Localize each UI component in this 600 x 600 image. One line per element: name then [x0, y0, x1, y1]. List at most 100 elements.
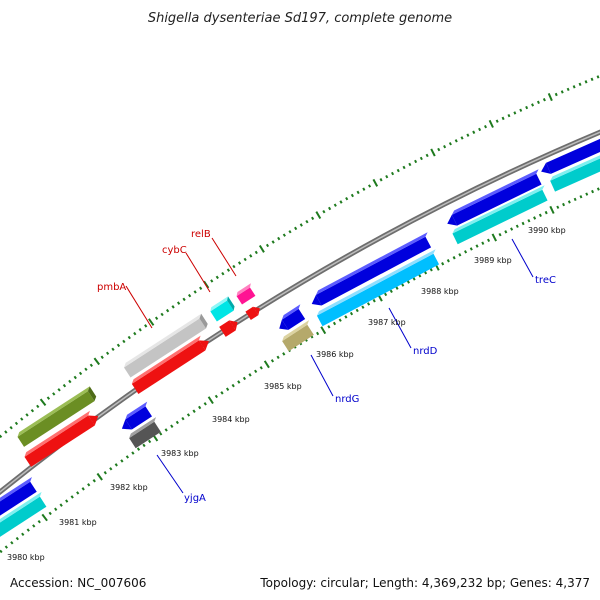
- minor-tick: [566, 87, 570, 92]
- major-tick: [41, 513, 48, 522]
- minor-tick: [344, 315, 348, 319]
- minor-tick: [220, 391, 224, 395]
- minor-tick: [338, 318, 342, 322]
- minor-tick: [525, 105, 529, 110]
- minor-tick: [4, 430, 8, 434]
- minor-tick: [105, 351, 110, 355]
- minor-tick: [159, 432, 163, 436]
- minor-tick: [472, 130, 476, 135]
- minor-tick: [596, 187, 600, 191]
- minor-tick: [475, 244, 479, 248]
- minor-tick: [170, 424, 174, 428]
- minor-tick: [114, 463, 118, 467]
- gene-label-treC: treC: [535, 275, 556, 286]
- minor-tick: [254, 250, 258, 255]
- minor-tick: [65, 499, 69, 503]
- minor-tick: [282, 233, 286, 237]
- minor-tick: [120, 459, 124, 463]
- gene-arrow-khaki: [282, 320, 314, 352]
- minor-tick: [495, 119, 499, 123]
- gene-label-cybC: cybC: [162, 245, 187, 256]
- minor-tick: [176, 301, 181, 305]
- minor-tick: [54, 507, 58, 511]
- kbp-label: 3981 kbp: [59, 518, 97, 527]
- genome-summary-text: Topology: circular; Length: 4,369,232 bp…: [259, 576, 590, 590]
- major-tick: [430, 148, 436, 157]
- minor-tick: [554, 92, 558, 97]
- minor-tick: [464, 250, 468, 254]
- minor-tick: [425, 153, 429, 158]
- minor-tick: [249, 254, 253, 258]
- minor-tick: [87, 483, 91, 487]
- kbp-label: 3985 kbp: [264, 382, 302, 391]
- accession-text: Accession: NC_007606: [10, 576, 146, 590]
- minor-tick: [368, 184, 372, 188]
- gene-arrow-nrdG: [279, 304, 306, 330]
- major-tick: [263, 360, 270, 369]
- minor-tick: [192, 409, 196, 413]
- minor-tick: [424, 271, 428, 275]
- gene-arrow-cyan-right: [452, 185, 548, 245]
- minor-tick: [25, 413, 29, 417]
- minor-tick: [164, 428, 168, 432]
- minor-tick: [401, 283, 405, 287]
- tick-ring-outer: [0, 75, 600, 439]
- minor-tick: [429, 268, 433, 272]
- minor-tick: [333, 203, 337, 207]
- minor-tick: [391, 171, 395, 176]
- minor-tick: [414, 159, 418, 164]
- minor-tick: [379, 178, 383, 182]
- minor-tick: [84, 367, 88, 372]
- minor-tick: [125, 455, 130, 459]
- minor-tick: [585, 192, 589, 196]
- minor-tick: [21, 532, 25, 537]
- minor-tick: [316, 331, 320, 336]
- gene-label-nrdD: nrdD: [413, 346, 438, 357]
- minor-tick: [147, 439, 152, 444]
- minor-tick: [544, 210, 548, 215]
- gene-arrow-pmbA: [123, 313, 208, 378]
- minor-tick: [122, 339, 126, 344]
- minor-tick: [536, 100, 540, 104]
- minor-tick: [48, 511, 52, 516]
- minor-tick: [362, 187, 366, 191]
- minor-tick: [46, 396, 51, 400]
- minor-tick: [481, 241, 485, 245]
- gene-arrow-gray: [129, 417, 161, 449]
- minor-tick: [154, 316, 159, 320]
- major-tick: [203, 280, 210, 289]
- minor-tick: [198, 405, 202, 410]
- label-leaders: [125, 237, 534, 494]
- minor-tick: [276, 355, 280, 360]
- major-tick: [207, 396, 214, 405]
- minor-tick: [332, 321, 337, 326]
- minor-tick: [248, 373, 252, 377]
- minor-tick: [584, 80, 588, 84]
- minor-tick: [469, 247, 473, 251]
- minor-tick: [9, 425, 13, 430]
- minor-tick: [562, 202, 566, 207]
- tick-ring-inner: [0, 187, 600, 554]
- minor-tick: [282, 352, 286, 356]
- minor-tick: [37, 519, 41, 524]
- minor-tick: [226, 268, 231, 272]
- minor-tick: [356, 190, 360, 195]
- minor-tick: [372, 299, 376, 303]
- minor-tick: [327, 325, 331, 329]
- minor-tick: [519, 108, 523, 112]
- minor-tick: [578, 82, 582, 86]
- minor-tick: [30, 408, 35, 413]
- minor-tick: [446, 259, 450, 263]
- minor-tick: [103, 471, 107, 475]
- minor-tick: [165, 308, 170, 313]
- minor-tick: [270, 359, 275, 363]
- minor-tick: [367, 302, 371, 306]
- minor-tick: [57, 388, 61, 392]
- minor-tick: [385, 174, 389, 179]
- minor-tick: [36, 404, 40, 409]
- minor-tick: [572, 85, 576, 89]
- minor-tick: [527, 219, 531, 223]
- minor-tick: [4, 545, 8, 549]
- minor-tick: [193, 290, 197, 294]
